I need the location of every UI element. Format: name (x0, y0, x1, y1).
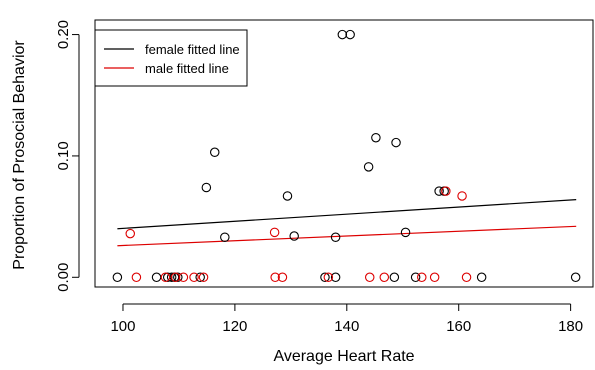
y-axis: 0.00 0.10 0.20 (55, 20, 80, 292)
fitted-line (117, 225, 577, 247)
data-point-female (195, 272, 205, 283)
data-point-female (173, 272, 183, 283)
data-point-female (476, 272, 487, 283)
data-point-female (345, 29, 355, 40)
data-point-female (201, 182, 212, 193)
data-point-male (131, 272, 142, 283)
data-point-female (289, 231, 299, 241)
data-point-male (160, 272, 171, 283)
data-point-male (270, 272, 280, 283)
data-point-male (429, 272, 440, 283)
data-point-female (330, 232, 341, 242)
data-point-male (461, 272, 472, 283)
x-axis: 100 120 140 160 180 (110, 303, 583, 335)
data-point-male (198, 272, 209, 283)
fitted-lines (117, 199, 577, 247)
data-point-female (320, 272, 330, 283)
data-point-female (151, 272, 162, 283)
data-point-male (178, 272, 189, 283)
data-point-male (269, 227, 280, 238)
data-point-male (379, 272, 390, 283)
data-points (112, 29, 581, 283)
data-point-female (112, 272, 123, 283)
y-tick-label: 0.00 (55, 263, 72, 292)
plot-frame (94, 19, 594, 288)
data-point-female (391, 137, 401, 148)
data-point-female (162, 272, 173, 283)
data-point-female (363, 162, 374, 172)
x-tick-label: 160 (446, 318, 471, 335)
x-tick-label: 140 (334, 318, 359, 335)
legend: female fitted line male fitted line (94, 29, 248, 87)
data-point-female (330, 272, 341, 283)
data-point-female (371, 132, 381, 143)
x-tick-label: 100 (110, 318, 135, 335)
data-point-male (417, 272, 427, 283)
data-point-female (400, 227, 411, 238)
y-tick-label: 0.10 (55, 141, 72, 170)
legend-label-male: male fitted line (145, 61, 229, 76)
fitted-line (117, 199, 577, 230)
data-point-male (170, 272, 181, 283)
x-tick-label: 180 (558, 318, 583, 335)
y-axis-title: Proportion of Prosocial Behavior (11, 40, 28, 270)
y-tick-label: 0.20 (55, 20, 72, 49)
data-point-female (570, 272, 581, 283)
legend-box (94, 29, 248, 87)
data-point-male (441, 186, 451, 196)
x-axis-title: Average Heart Rate (273, 348, 414, 365)
data-point-male (125, 228, 136, 239)
data-point-male (189, 272, 199, 283)
data-point-female (166, 272, 177, 283)
data-point-male (323, 272, 334, 283)
data-point-male (277, 272, 288, 283)
data-point-female (434, 186, 444, 196)
data-point-female (410, 272, 421, 283)
x-tick-label: 120 (222, 318, 247, 335)
data-point-female (220, 232, 230, 242)
data-point-female (389, 272, 400, 283)
data-point-male (457, 191, 467, 201)
data-point-male (364, 272, 375, 283)
data-point-female (282, 191, 293, 201)
data-point-female (337, 29, 348, 40)
legend-label-female: female fitted line (145, 42, 240, 57)
data-point-female (209, 147, 220, 158)
